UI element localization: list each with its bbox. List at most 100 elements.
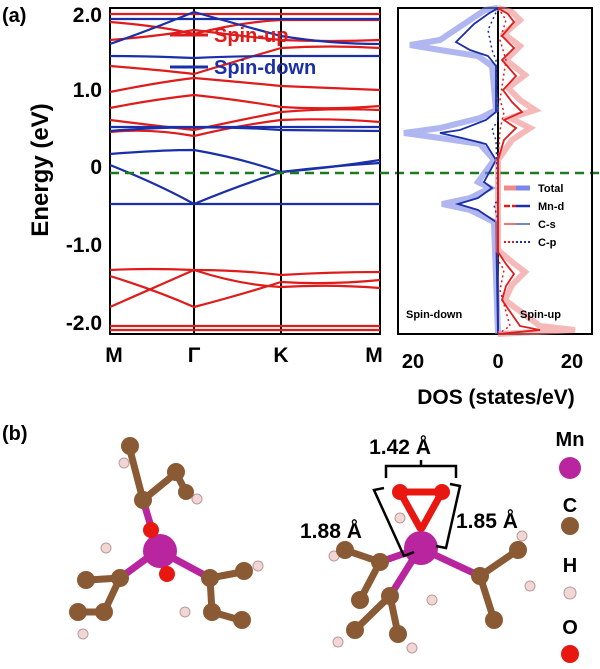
band-line	[109, 268, 381, 309]
spin-down-legend-label: Spin-down	[214, 57, 316, 79]
dos-xtick-label: 0	[492, 351, 503, 373]
band-line	[109, 45, 381, 76]
carbon-atom	[509, 541, 527, 559]
dos-c-p-spin-up	[497, 7, 511, 335]
carbon-atom	[69, 603, 87, 621]
dos-legend: Total Mn-d C-s C-p	[504, 183, 564, 249]
hydrogen-atom	[394, 512, 406, 524]
dos-xlabel: DOS (states/eV)	[417, 386, 575, 409]
hydrogen-atom	[179, 606, 191, 618]
dos-legend-label: C-p	[538, 237, 557, 249]
band-line	[109, 161, 381, 206]
carbon-atom	[389, 625, 407, 643]
dos-xtick-label: 20	[561, 351, 583, 373]
carbon-atom	[111, 569, 129, 587]
hydrogen-atom	[252, 560, 264, 572]
bond-length-mn-o-right: 1.85 Å	[456, 509, 518, 533]
hydrogen-atom	[332, 636, 344, 648]
spin-down-bands	[109, 10, 381, 206]
dos-xtick-label: 20	[402, 351, 424, 373]
kpoint-label: K	[273, 344, 288, 367]
carbon-atom	[381, 587, 399, 605]
spin-up-bands	[109, 12, 381, 332]
carbon-atom	[233, 611, 251, 629]
legend-oxygen	[561, 645, 579, 663]
dos-legend-label: Total	[538, 183, 563, 195]
hydrogen-atom	[118, 457, 130, 469]
hydrogen-atom	[516, 530, 528, 542]
bond-length-mn-o-left: 1.88 Å	[300, 519, 362, 543]
o-o-bracket	[384, 464, 458, 478]
carbon-atom	[121, 437, 139, 455]
ytick-label: -2.0	[66, 312, 102, 335]
panel-a-label: (a)	[2, 5, 26, 27]
band-frame	[109, 7, 381, 335]
mn-o-left-bracket	[372, 486, 415, 558]
dos-mn-d-spin-down	[439, 7, 499, 335]
hydrogen-atom	[406, 642, 418, 654]
band-line	[109, 54, 380, 60]
dos-c-p-spin-down	[487, 7, 499, 221]
kpoint-label: M	[365, 344, 383, 367]
bond-annotations	[372, 460, 462, 558]
dos-total-spin-up	[495, 5, 576, 337]
dos-curves	[403, 5, 576, 337]
ytick-label: 0	[90, 156, 102, 179]
hydrogen-atom	[426, 594, 438, 606]
element-label: O	[562, 617, 578, 639]
ytick-label: -1.0	[66, 234, 102, 257]
kpoint-label: M	[105, 344, 123, 367]
panel-b-label: (b)	[2, 423, 28, 445]
carbon-atom	[134, 491, 152, 509]
carbon-atom	[485, 611, 503, 629]
band-ylabel: Energy (eV)	[27, 103, 54, 236]
oxygen-atom	[159, 566, 175, 582]
element-label: C	[563, 495, 577, 517]
element-label: H	[563, 555, 577, 577]
legend-manganese	[559, 457, 581, 479]
carbon-atom	[178, 484, 194, 500]
carbon-atom	[346, 621, 364, 639]
band-line	[109, 93, 381, 110]
carbon-atom	[203, 603, 221, 621]
dos-legend-label: C-s	[538, 219, 556, 231]
molecule-side-view	[328, 484, 536, 654]
carbon-atom	[95, 603, 113, 621]
band-line	[109, 108, 381, 132]
dos-total-spin-down	[403, 5, 501, 335]
manganese-atom	[404, 531, 438, 565]
band-line	[109, 274, 381, 309]
carbon-atom	[336, 541, 354, 559]
dos-spin-down-label: Spin-down	[406, 309, 462, 321]
bond-length-o-o: 1.42 Å	[369, 435, 431, 459]
band-line	[109, 10, 381, 46]
kpoint-label: Γ	[188, 344, 201, 367]
hydrogen-atom	[191, 493, 203, 505]
dos-legend-label: Mn-d	[538, 201, 564, 213]
manganese-atom	[143, 534, 177, 568]
element-legend: Mn C H O	[556, 429, 585, 663]
hydrogen-atom	[100, 542, 112, 554]
band-line	[109, 267, 381, 277]
element-label: Mn	[556, 429, 585, 451]
hydrogen-atom	[77, 628, 89, 640]
carbon-atom	[371, 553, 389, 571]
oxygen-atom	[434, 484, 450, 500]
carbon-atom	[351, 591, 369, 609]
carbon-atom	[167, 463, 185, 481]
dos-spin-up-label: Spin-up	[520, 309, 561, 321]
hydrogen-atom	[524, 580, 536, 592]
band-line	[109, 76, 381, 94]
dos-mn-d-spin-up	[497, 7, 541, 335]
legend-hydrogen	[563, 586, 577, 600]
carbon-atom	[201, 569, 219, 587]
legend-carbon	[561, 517, 579, 535]
oxygen-atom	[143, 522, 159, 538]
carbon-atom	[471, 567, 489, 585]
oxygen-atom	[392, 484, 408, 500]
molecule-top-view	[69, 437, 264, 640]
spin-up-legend-label: Spin-up	[214, 25, 288, 47]
band-legend: Spin-up Spin-down	[170, 25, 316, 79]
carbon-atom	[77, 571, 95, 589]
